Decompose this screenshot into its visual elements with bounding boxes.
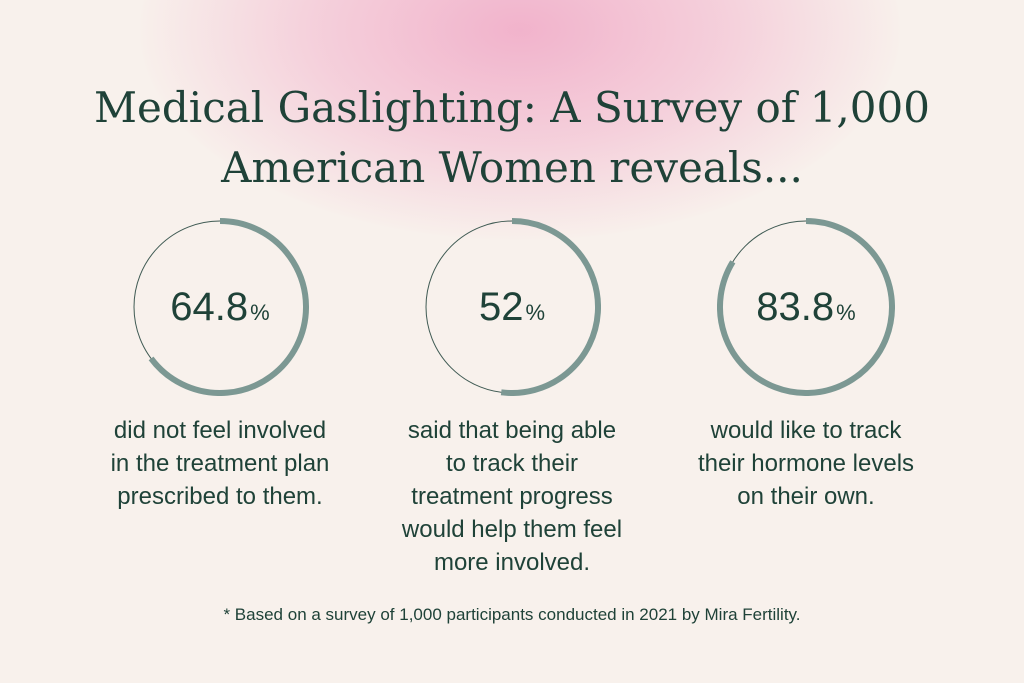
donut-3-arc xyxy=(717,218,895,396)
stat-caption-3: would like to track their hormone levels… xyxy=(656,414,956,513)
donut-1: 64.8% xyxy=(131,218,309,396)
caption-2-line-4: would help them feel xyxy=(401,516,623,543)
page-title: Medical Gaslighting: A Survey of 1,000 A… xyxy=(0,78,1024,198)
title-line-2: American Women reveals... xyxy=(221,143,803,192)
stat-value-1: 64.8% xyxy=(131,218,309,396)
stat-item-2: 52% said that being able to track their … xyxy=(362,218,662,579)
donut-1-arc xyxy=(148,218,309,396)
footnote: * Based on a survey of 1,000 participant… xyxy=(223,605,801,624)
donut-3-svg xyxy=(717,218,895,396)
donut-1-svg xyxy=(133,218,309,396)
stat-value-2: 52% xyxy=(423,218,601,396)
caption-1-line-3: prescribed to them. xyxy=(117,483,323,510)
stat-number-3: 83.8 xyxy=(756,284,835,329)
donut-3: 83.8% xyxy=(717,218,895,396)
caption-3-line-3: on their own. xyxy=(737,483,875,510)
stat-unit-3: % xyxy=(836,300,856,325)
caption-2-line-5: more involved. xyxy=(433,549,591,576)
caption-2-line-3: treatment progress xyxy=(411,483,613,510)
stat-item-3: 83.8% would like to track their hormone … xyxy=(656,218,956,513)
caption-2-line-1: said that being able xyxy=(407,417,617,444)
stat-caption-1: did not feel involved in the treatment p… xyxy=(70,414,370,513)
stat-unit-2: % xyxy=(525,300,546,325)
title-line-1: Medical Gaslighting: A Survey of 1,000 xyxy=(94,83,930,132)
stat-unit-1: % xyxy=(250,300,270,325)
stat-value-3: 83.8% xyxy=(717,218,895,396)
stat-number-2: 52 xyxy=(478,284,524,329)
caption-3-line-2: their hormone levels xyxy=(697,450,915,477)
caption-2-line-2: to track their xyxy=(445,450,579,477)
caption-3-line-1: would like to track xyxy=(710,417,902,444)
stat-number-1: 64.8 xyxy=(170,284,249,329)
stat-caption-2: said that being able to track their trea… xyxy=(362,414,662,579)
donut-2-arc xyxy=(500,218,601,396)
caption-1-line-1: did not feel involved xyxy=(113,417,327,444)
stat-item-1: 64.8% did not feel involved in the treat… xyxy=(70,218,370,513)
caption-1-line-2: in the treatment plan xyxy=(110,450,330,477)
donut-2-svg xyxy=(425,218,601,396)
donut-2: 52% xyxy=(423,218,601,396)
